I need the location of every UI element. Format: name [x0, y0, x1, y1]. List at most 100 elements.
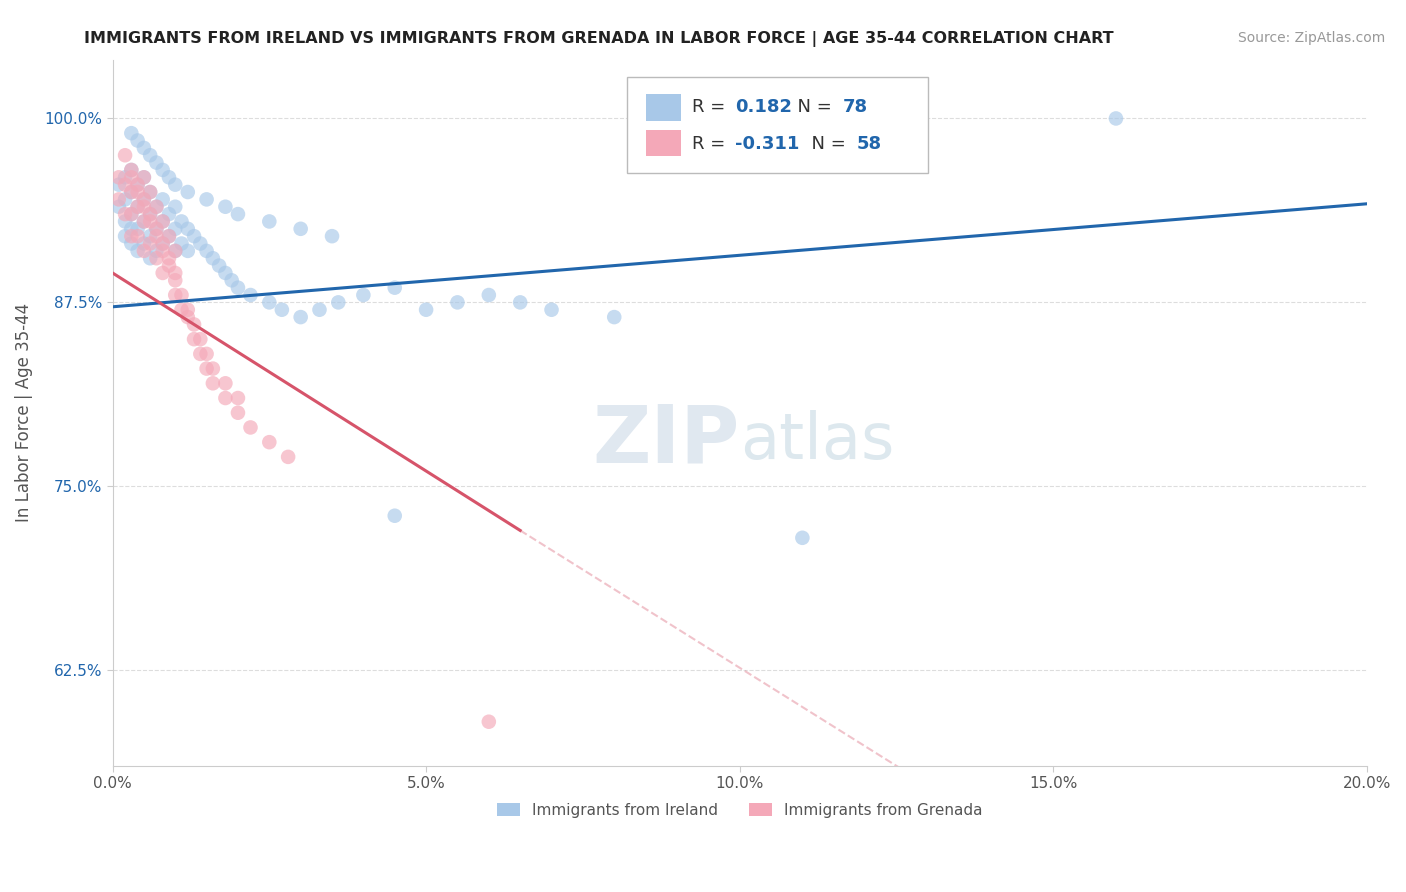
Point: [152, 244, 174, 258]
Text: N =: N =: [786, 98, 838, 116]
Point: [132, 200, 155, 214]
Point: [114, 214, 136, 228]
Text: N =: N =: [800, 135, 852, 153]
Point: [145, 244, 167, 258]
Point: [509, 295, 531, 310]
Point: [132, 193, 155, 207]
Point: [792, 531, 814, 545]
Point: [226, 280, 249, 294]
Point: [132, 141, 155, 155]
Point: [352, 288, 374, 302]
Point: [157, 229, 180, 244]
Point: [259, 435, 281, 450]
Legend: Immigrants from Ireland, Immigrants from Grenada: Immigrants from Ireland, Immigrants from…: [489, 795, 990, 825]
Point: [152, 214, 174, 228]
Point: [540, 302, 562, 317]
Point: [139, 252, 162, 266]
Point: [384, 508, 406, 523]
Point: [177, 310, 200, 324]
Point: [152, 266, 174, 280]
Point: [259, 295, 281, 310]
Point: [120, 163, 142, 178]
Point: [120, 185, 142, 199]
Point: [145, 222, 167, 236]
Point: [152, 163, 174, 178]
Point: [127, 200, 149, 214]
Point: [120, 170, 142, 185]
Point: [139, 207, 162, 221]
Point: [195, 244, 218, 258]
Point: [308, 302, 330, 317]
Point: [114, 178, 136, 192]
Point: [201, 361, 224, 376]
Point: [152, 236, 174, 251]
Text: IMMIGRANTS FROM IRELAND VS IMMIGRANTS FROM GRENADA IN LABOR FORCE | AGE 35-44 CO: IMMIGRANTS FROM IRELAND VS IMMIGRANTS FR…: [84, 31, 1114, 47]
Text: R =: R =: [692, 135, 731, 153]
Point: [120, 207, 142, 221]
Point: [183, 332, 205, 346]
Point: [214, 391, 236, 405]
Point: [114, 170, 136, 185]
Point: [239, 288, 262, 302]
Point: [415, 302, 437, 317]
Point: [139, 207, 162, 221]
Point: [145, 229, 167, 244]
Point: [114, 193, 136, 207]
Text: ZIP: ZIP: [592, 402, 740, 480]
Point: [145, 252, 167, 266]
Point: [107, 193, 129, 207]
Point: [152, 214, 174, 228]
Point: [239, 420, 262, 434]
Point: [127, 134, 149, 148]
Point: [127, 229, 149, 244]
Point: [321, 229, 343, 244]
Point: [201, 252, 224, 266]
Point: [183, 229, 205, 244]
Point: [139, 185, 162, 199]
Point: [127, 200, 149, 214]
Text: Source: ZipAtlas.com: Source: ZipAtlas.com: [1237, 31, 1385, 45]
Point: [478, 714, 501, 729]
Point: [120, 163, 142, 178]
Point: [195, 347, 218, 361]
Point: [152, 193, 174, 207]
Point: [165, 200, 187, 214]
Point: [132, 170, 155, 185]
Text: 58: 58: [856, 135, 882, 153]
Point: [170, 302, 193, 317]
Point: [132, 236, 155, 251]
Point: [114, 229, 136, 244]
Text: 78: 78: [842, 98, 868, 116]
Point: [214, 376, 236, 391]
Point: [290, 222, 312, 236]
Point: [120, 185, 142, 199]
Point: [277, 450, 299, 464]
Point: [157, 170, 180, 185]
Point: [132, 193, 155, 207]
Text: R =: R =: [692, 98, 731, 116]
Point: [139, 229, 162, 244]
Point: [120, 207, 142, 221]
Point: [183, 318, 205, 332]
Point: [201, 376, 224, 391]
Point: [221, 273, 243, 287]
Point: [170, 214, 193, 228]
Point: [157, 229, 180, 244]
Point: [120, 236, 142, 251]
Point: [139, 236, 162, 251]
Bar: [645, 95, 681, 121]
Point: [114, 207, 136, 221]
Point: [127, 178, 149, 192]
Point: [195, 361, 218, 376]
Point: [145, 200, 167, 214]
FancyBboxPatch shape: [627, 78, 928, 173]
Point: [152, 236, 174, 251]
Point: [165, 244, 187, 258]
Point: [226, 406, 249, 420]
Point: [177, 222, 200, 236]
Point: [114, 148, 136, 162]
Point: [290, 310, 312, 324]
Point: [157, 252, 180, 266]
Point: [132, 244, 155, 258]
Point: [145, 222, 167, 236]
